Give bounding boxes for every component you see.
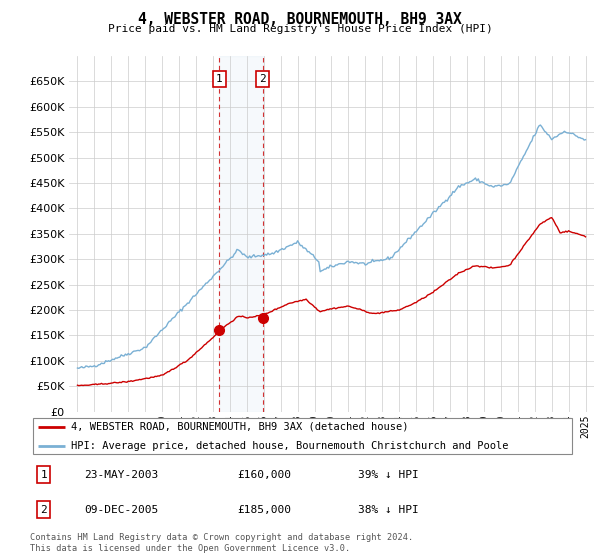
Bar xyxy=(220,56,263,412)
Text: 1: 1 xyxy=(216,74,223,84)
Text: £160,000: £160,000 xyxy=(238,470,292,479)
Text: 4, WEBSTER ROAD, BOURNEMOUTH, BH9 3AX: 4, WEBSTER ROAD, BOURNEMOUTH, BH9 3AX xyxy=(138,12,462,27)
Text: Price paid vs. HM Land Registry's House Price Index (HPI): Price paid vs. HM Land Registry's House … xyxy=(107,24,493,34)
Text: 23-MAY-2003: 23-MAY-2003 xyxy=(85,470,159,479)
FancyBboxPatch shape xyxy=(33,418,572,454)
Text: 4, WEBSTER ROAD, BOURNEMOUTH, BH9 3AX (detached house): 4, WEBSTER ROAD, BOURNEMOUTH, BH9 3AX (d… xyxy=(71,422,409,432)
Text: 2: 2 xyxy=(259,74,266,84)
Text: £185,000: £185,000 xyxy=(238,505,292,515)
Text: 39% ↓ HPI: 39% ↓ HPI xyxy=(358,470,418,479)
Text: 09-DEC-2005: 09-DEC-2005 xyxy=(85,505,159,515)
Text: 38% ↓ HPI: 38% ↓ HPI xyxy=(358,505,418,515)
Text: HPI: Average price, detached house, Bournemouth Christchurch and Poole: HPI: Average price, detached house, Bour… xyxy=(71,441,508,450)
Text: Contains HM Land Registry data © Crown copyright and database right 2024.
This d: Contains HM Land Registry data © Crown c… xyxy=(30,533,413,553)
Text: 2: 2 xyxy=(40,505,47,515)
Text: 1: 1 xyxy=(40,470,47,479)
